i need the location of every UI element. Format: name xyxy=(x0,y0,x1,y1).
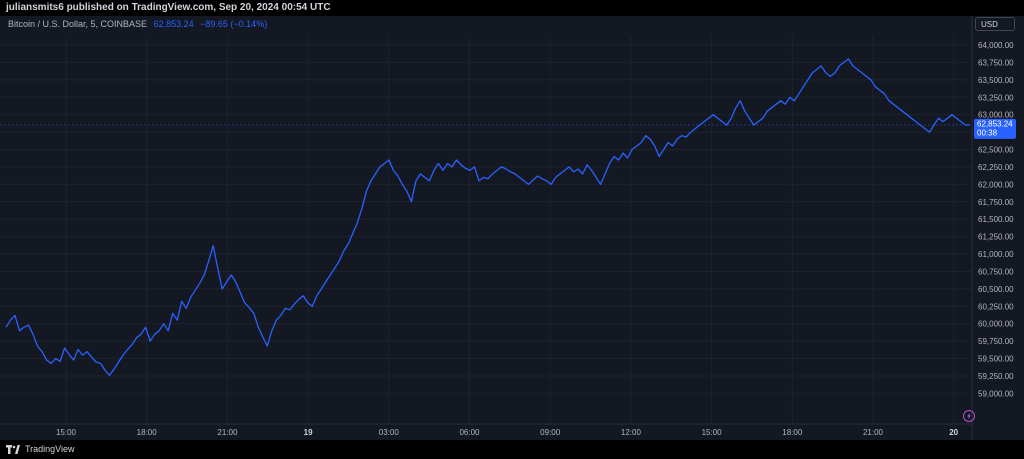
time-tick-label: 09:00 xyxy=(540,428,561,437)
price-tick-label: 60,500.00 xyxy=(978,285,1014,294)
time-tick-label: 15:00 xyxy=(56,428,77,437)
price-tick-label: 63,250.00 xyxy=(978,93,1014,102)
legend-last-price: 62,853.24 xyxy=(153,19,194,29)
time-tick-label: 18:00 xyxy=(137,428,158,437)
price-tick-label: 63,750.00 xyxy=(978,58,1014,67)
last-price-tag-bg xyxy=(974,118,1016,139)
publisher-text: juliansmits6 published on TradingView.co… xyxy=(6,2,331,13)
price-tick-label: 61,000.00 xyxy=(978,250,1014,259)
last-price-tag-countdown: 00:38 xyxy=(977,128,998,137)
price-tick-label: 59,000.00 xyxy=(978,389,1014,398)
last-price-tag: 62,853.24 00:38 xyxy=(974,118,1016,139)
tradingview-icon xyxy=(6,444,20,454)
price-series-line xyxy=(5,58,971,376)
chart-legend: Bitcoin / U.S. Dollar, 5, COINBASE 62,85… xyxy=(8,19,267,29)
price-axis-labels: 64,000.00 63,750.00 63,500.00 63,250.00 63,0… xyxy=(978,41,1014,398)
price-tick-label: 61,750.00 xyxy=(978,198,1014,207)
footer-bar xyxy=(0,440,1024,459)
time-tick-label: 12:00 xyxy=(621,428,642,437)
tradingview-logo[interactable]: TradingView xyxy=(6,444,75,454)
time-axis-labels: 15:00 18:00 21:00 19 03:00 06:00 09:00 12:00 15:… xyxy=(56,428,959,437)
publisher-bar: juliansmits6 published on TradingView.co… xyxy=(0,0,1024,16)
price-tick-label: 63,000.00 xyxy=(978,111,1014,120)
price-tick-label: 59,250.00 xyxy=(978,372,1014,381)
chart-area[interactable] xyxy=(0,16,1024,440)
price-tick-label: 61,500.00 xyxy=(978,215,1014,224)
price-tick-label: 63,500.00 xyxy=(978,76,1014,85)
time-tick-label: 18:00 xyxy=(782,428,803,437)
price-tick-label: 60,250.00 xyxy=(978,302,1014,311)
price-tick-label: 61,250.00 xyxy=(978,233,1014,242)
currency-selector[interactable]: USD xyxy=(975,17,1015,31)
price-tick-label: 64,000.00 xyxy=(978,41,1014,50)
lightning-icon[interactable] xyxy=(963,410,975,422)
vertical-grid xyxy=(65,36,955,424)
time-tick-label: 21:00 xyxy=(217,428,238,437)
legend-symbol: Bitcoin / U.S. Dollar, 5, COINBASE xyxy=(8,19,148,29)
legend-change: −89.65 (−0.14%) xyxy=(200,19,268,29)
price-tick-label: 59,500.00 xyxy=(978,355,1014,364)
price-tick-label: 62,000.00 xyxy=(978,180,1014,189)
time-tick-label: 15:00 xyxy=(702,428,723,437)
time-tick-label: 20 xyxy=(949,428,958,437)
price-tick-label: 62,500.00 xyxy=(978,146,1014,155)
time-tick-label: 19 xyxy=(304,428,313,437)
price-tick-label: 59,750.00 xyxy=(978,337,1014,346)
time-tick-label: 03:00 xyxy=(379,428,400,437)
price-tick-label: 60,750.00 xyxy=(978,267,1014,276)
horizontal-grid xyxy=(0,44,972,394)
time-tick-label: 06:00 xyxy=(459,428,480,437)
price-tick-label: 60,000.00 xyxy=(978,320,1014,329)
price-tick-label: 62,250.00 xyxy=(978,163,1014,172)
time-tick-label: 21:00 xyxy=(863,428,884,437)
last-price-tag-price: 62,853.24 xyxy=(977,119,1013,128)
tradingview-brand: TradingView xyxy=(25,444,75,454)
